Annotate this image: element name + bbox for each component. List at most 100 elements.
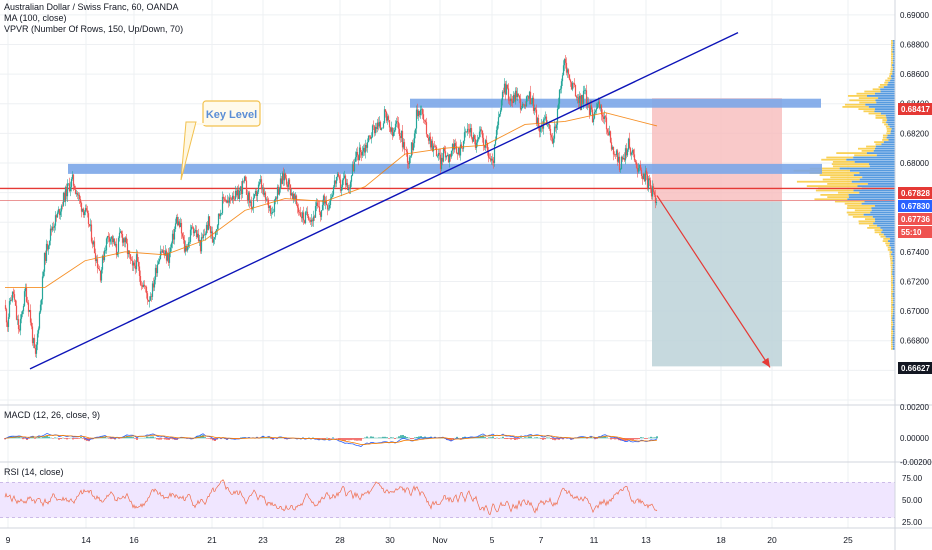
vp-sell-bar bbox=[890, 275, 893, 278]
vp-buy-bar bbox=[890, 249, 895, 251]
vp-sell-bar bbox=[875, 114, 886, 117]
rsi-legend[interactable]: RSI (14, close) bbox=[4, 467, 64, 477]
vp-buy-bar bbox=[892, 317, 895, 319]
macd-histogram-bar bbox=[654, 437, 656, 439]
candle-body bbox=[379, 121, 382, 130]
candle-body bbox=[584, 90, 587, 91]
candle-body bbox=[411, 142, 414, 151]
vp-sell-bar bbox=[863, 110, 875, 113]
candle-body bbox=[99, 270, 102, 281]
macd-histogram-bar bbox=[74, 438, 76, 439]
vp-buy-bar bbox=[859, 191, 895, 194]
candle-body bbox=[245, 180, 248, 195]
candle-body bbox=[189, 229, 192, 242]
macd-histogram-bar bbox=[32, 437, 34, 439]
candle-body bbox=[488, 157, 491, 159]
macd-histogram-bar bbox=[136, 438, 138, 440]
vp-sell-bar bbox=[889, 255, 893, 258]
vpvr-legend[interactable]: VPVR (Number Of Rows, 150, Up/Down, 70) bbox=[4, 24, 184, 34]
macd-histogram-bar bbox=[386, 437, 388, 439]
macd-histogram-bar bbox=[206, 438, 208, 439]
vp-sell-bar bbox=[889, 251, 893, 253]
symbol-title[interactable]: Australian Dollar / Swiss Franc, 60, OAN… bbox=[4, 2, 179, 12]
price-tick-label: 0.67200 bbox=[900, 277, 929, 286]
candle-body bbox=[574, 85, 577, 97]
candle-body bbox=[517, 93, 520, 96]
candle-body bbox=[63, 192, 66, 202]
candle-body bbox=[444, 151, 447, 158]
vp-sell-bar bbox=[890, 66, 893, 69]
candle-body bbox=[115, 243, 118, 255]
macd-tick-label: 0.00200 bbox=[900, 403, 929, 412]
candle-body bbox=[300, 216, 303, 219]
candle-body bbox=[504, 83, 507, 95]
candle-body bbox=[160, 251, 163, 253]
ma-legend[interactable]: MA (100, close) bbox=[4, 13, 67, 23]
vp-sell-bar bbox=[820, 194, 849, 196]
vp-buy-bar bbox=[892, 334, 895, 337]
macd-histogram-bar bbox=[506, 438, 508, 440]
candle-body bbox=[631, 150, 634, 153]
trade-direction-arrow[interactable] bbox=[656, 195, 771, 368]
candle-body bbox=[381, 127, 384, 129]
macd-legend[interactable]: MACD (12, 26, close, 9) bbox=[4, 410, 101, 420]
candle-body bbox=[336, 173, 339, 177]
vp-buy-bar bbox=[893, 284, 895, 286]
stop-loss-zone[interactable] bbox=[652, 98, 782, 202]
candle-body bbox=[242, 180, 245, 182]
vp-sell-bar bbox=[891, 42, 894, 44]
key-level-lower[interactable] bbox=[68, 163, 822, 174]
macd-axis[interactable]: 0.00200 0.00000 -0.00200 bbox=[900, 403, 932, 467]
macd-histogram-bar bbox=[210, 438, 212, 440]
candle-body bbox=[423, 119, 426, 121]
vp-sell-bar bbox=[874, 141, 884, 143]
macd-histogram-bar bbox=[482, 435, 484, 439]
macd-histogram-bar bbox=[516, 438, 518, 440]
candle-body bbox=[642, 173, 645, 180]
macd-histogram-bar bbox=[390, 437, 392, 439]
candle-body bbox=[286, 184, 289, 187]
candle-body bbox=[490, 158, 493, 161]
candle-body bbox=[111, 236, 114, 243]
trend-line[interactable] bbox=[29, 31, 739, 370]
macd-histogram-bar bbox=[146, 436, 148, 439]
candle-body bbox=[50, 228, 53, 231]
candle-body bbox=[440, 157, 443, 170]
key-level-callout[interactable]: Key Level bbox=[180, 100, 261, 181]
macd-histogram-bar bbox=[594, 438, 596, 440]
rsi-axis[interactable]: 75.00 50.00 25.00 bbox=[902, 474, 923, 527]
candle-body bbox=[75, 192, 78, 194]
vp-sell-bar bbox=[891, 317, 893, 319]
candle-body bbox=[82, 208, 85, 216]
vp-buy-bar bbox=[891, 77, 895, 80]
vp-buy-bar bbox=[850, 169, 895, 172]
vp-buy-bar bbox=[874, 92, 895, 95]
vp-sell-bar bbox=[890, 271, 893, 273]
take-profit-zone[interactable] bbox=[652, 201, 782, 367]
candle-body bbox=[255, 191, 258, 197]
vp-sell-bar bbox=[890, 62, 894, 64]
candle-body bbox=[230, 198, 233, 200]
key-level-upper[interactable] bbox=[410, 98, 821, 108]
vp-buy-bar bbox=[893, 332, 895, 335]
macd-histogram-bar bbox=[484, 437, 486, 439]
macd-histogram-bar bbox=[62, 437, 64, 439]
macd-histogram-bar bbox=[652, 437, 654, 439]
candle-body bbox=[53, 225, 56, 228]
price-badge-label: 0.67736 bbox=[901, 215, 930, 224]
vp-sell-bar bbox=[889, 253, 892, 256]
vp-sell-bar bbox=[886, 128, 892, 130]
candle-body bbox=[314, 206, 317, 218]
macd-histogram-bar bbox=[154, 437, 156, 439]
candle-body bbox=[384, 109, 387, 112]
vp-buy-bar bbox=[883, 233, 895, 236]
macd-histogram-bar bbox=[648, 437, 650, 439]
candle-body bbox=[246, 194, 249, 201]
macd-histogram-bar bbox=[340, 438, 342, 440]
candle-body bbox=[260, 179, 263, 190]
vp-buy-bar bbox=[893, 323, 895, 326]
candle-body bbox=[354, 157, 357, 162]
time-axis[interactable]: 9 14 16 21 23 28 30 Nov 5 7 11 13 18 20 25 bbox=[6, 535, 853, 545]
macd-histogram-bar bbox=[350, 438, 352, 441]
